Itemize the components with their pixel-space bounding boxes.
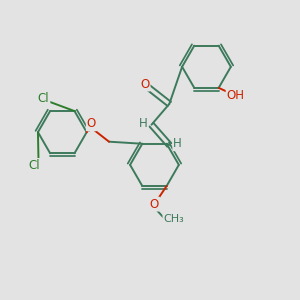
Text: H: H bbox=[173, 137, 182, 150]
Text: O: O bbox=[87, 117, 96, 130]
Text: O: O bbox=[150, 198, 159, 211]
Text: O: O bbox=[140, 77, 150, 91]
Text: H: H bbox=[139, 117, 148, 130]
Text: CH₃: CH₃ bbox=[164, 214, 184, 224]
Text: Cl: Cl bbox=[38, 92, 50, 105]
Text: OH: OH bbox=[226, 88, 244, 101]
Text: Cl: Cl bbox=[28, 159, 40, 172]
